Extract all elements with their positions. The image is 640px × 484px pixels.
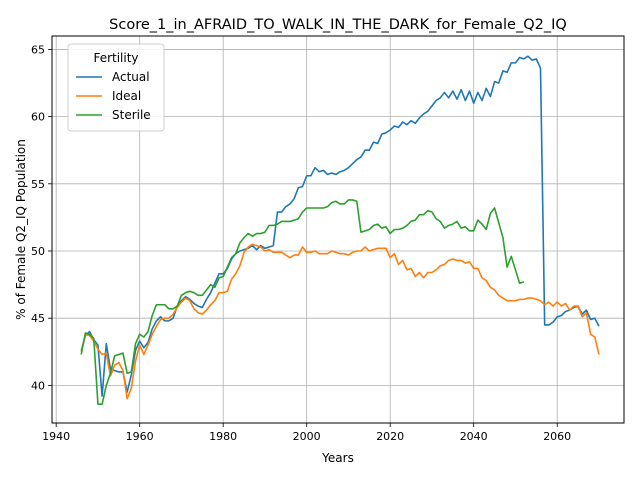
y-tick-label: 60 — [31, 111, 45, 124]
y-tick-label: 45 — [31, 312, 45, 325]
series-line-sterile — [80, 199, 525, 405]
x-axis-label: Years — [321, 451, 354, 465]
series-line-ideal — [80, 243, 600, 400]
x-tick-label: 1940 — [42, 430, 70, 443]
legend: Fertility Actual Ideal Sterile — [67, 43, 165, 132]
legend-label-sterile: Sterile — [112, 108, 151, 122]
x-tick-label: 1960 — [126, 430, 154, 443]
legend-box — [67, 43, 165, 132]
y-tick-label: 55 — [31, 178, 45, 191]
x-tick-label: 2000 — [293, 430, 321, 443]
gridlines — [52, 36, 624, 423]
x-tick-label: 2020 — [376, 430, 404, 443]
y-tick-label: 65 — [31, 43, 45, 56]
legend-entries: Actual Ideal Sterile — [76, 70, 151, 122]
y-tick-label: 40 — [31, 379, 45, 392]
x-tick-label: 2060 — [543, 430, 571, 443]
x-tick-label: 2040 — [460, 430, 488, 443]
x-tick-label: 1980 — [209, 430, 237, 443]
y-tick-label: 50 — [31, 245, 45, 258]
legend-label-actual: Actual — [112, 70, 150, 84]
chart-title: Score_1_in_AFRAID_TO_WALK_IN_THE_DARK_fo… — [109, 17, 567, 33]
y-axis-label: % of Female Q2_IQ Population — [14, 139, 28, 320]
legend-label-ideal: Ideal — [112, 89, 141, 103]
axis-ticks: 1940 1960 1980 2000 2020 2040 2060 40 45 50 55 60 65 — [31, 43, 571, 443]
plot-frame — [51, 35, 625, 424]
legend-title: Fertility — [93, 51, 138, 65]
series-line-actual — [80, 55, 600, 397]
series-lines — [80, 55, 600, 405]
